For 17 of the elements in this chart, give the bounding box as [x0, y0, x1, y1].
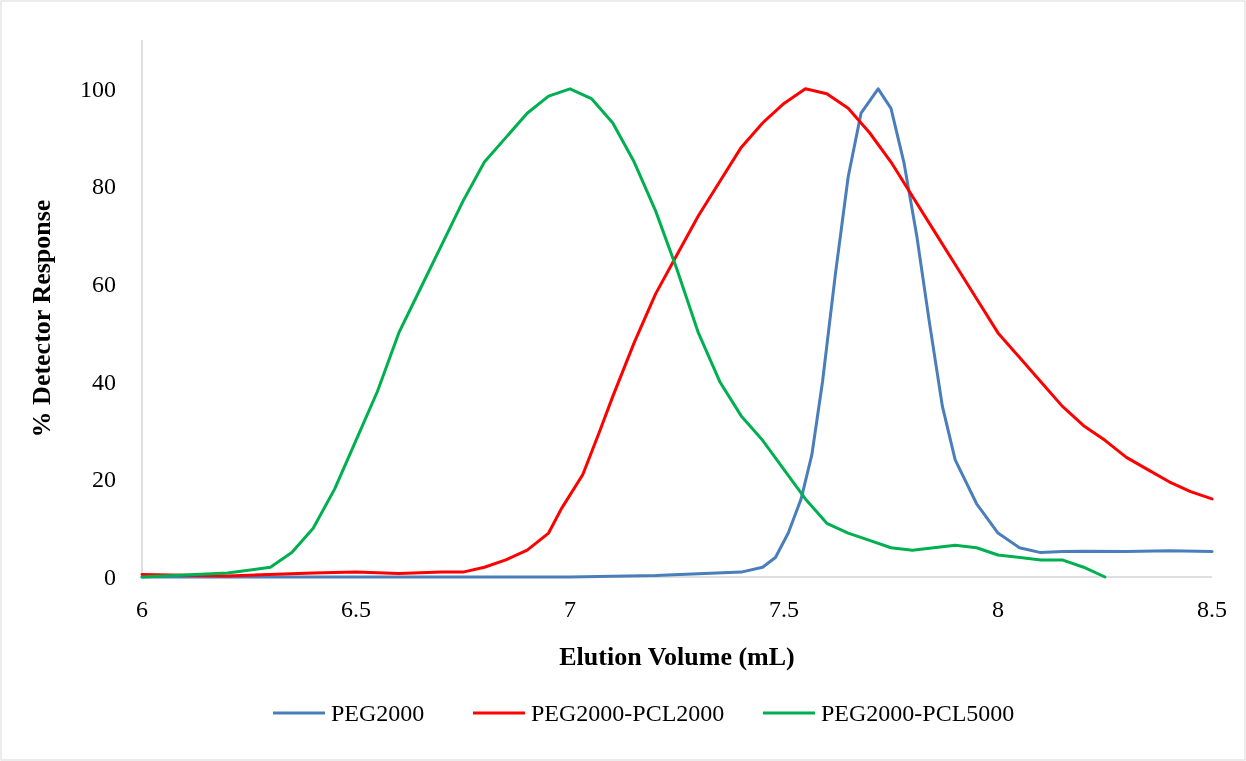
legend-label: PEG2000-PCL5000: [821, 700, 1015, 726]
x-tick-label: 7: [564, 596, 576, 622]
x-tick-label: 8.5: [1197, 596, 1227, 622]
y-tick-label: 100: [80, 75, 116, 102]
y-axis-title: % Detector Response: [27, 199, 56, 438]
x-tick-label: 7.5: [769, 596, 799, 622]
y-tick-label: 20: [92, 466, 116, 493]
legend-label: PEG2000: [331, 700, 425, 726]
legend-label: PEG2000-PCL2000: [531, 700, 725, 726]
x-tick-label: 8: [992, 596, 1004, 622]
y-tick-label: 80: [92, 173, 116, 200]
y-tick-label: 40: [92, 368, 116, 395]
x-tick-label: 6.5: [341, 596, 371, 622]
y-tick-label: 60: [92, 271, 116, 298]
x-tick-label: 6: [136, 596, 148, 622]
x-axis-title: Elution Volume (mL): [559, 642, 795, 671]
y-tick-label: 0: [104, 564, 116, 590]
